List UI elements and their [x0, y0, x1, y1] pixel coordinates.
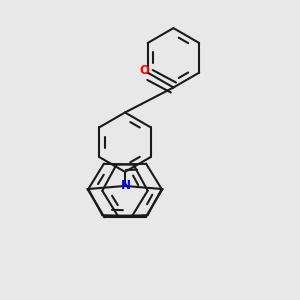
Text: N: N: [121, 179, 131, 192]
Text: O: O: [140, 64, 149, 77]
